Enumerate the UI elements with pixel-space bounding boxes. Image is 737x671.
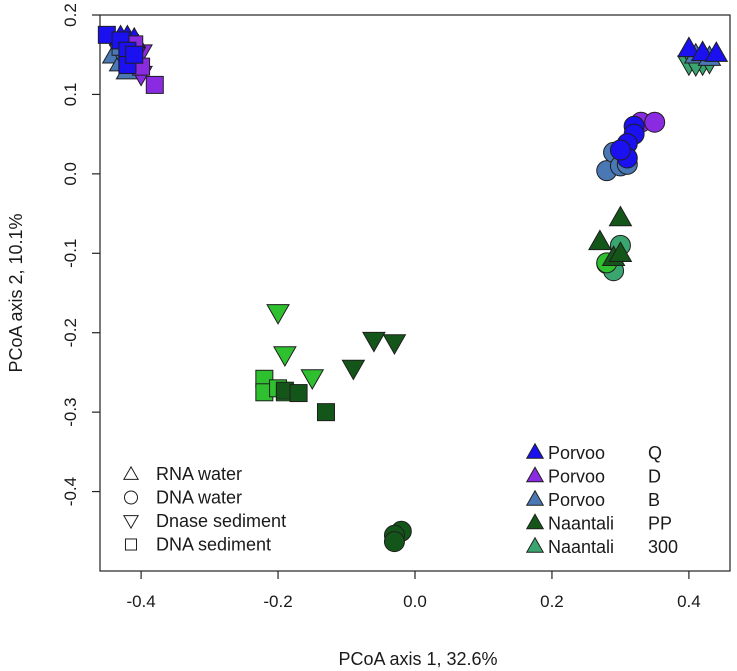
y-tick-label: -0.4 [61,477,80,506]
y-tick-label: -0.2 [61,318,80,347]
x-tick-label: -0.2 [263,592,292,611]
y-tick-label: -0.1 [61,239,80,268]
y-tick-label: 0.1 [61,83,80,107]
legend-color-swatch-icon [525,536,545,553]
y-tick-label: 0.0 [61,162,80,186]
data-point-square [125,45,144,64]
data-point-triangle [608,205,633,227]
legend-color-swatch-icon [525,442,545,459]
legend-circle-icon [124,490,138,505]
color-legend-code: 300 [648,537,678,557]
shape-legend-label: Dnase sediment [156,511,286,531]
color-legend-code: Q [648,443,662,463]
data-point-triangle [704,41,729,62]
legend-color-swatch-icon [525,513,545,530]
y-axis-ticks: -0.4 -0.3 -0.2 -0.1 0.0 0.1 0.2 [61,3,100,506]
color-legend-site: Porvoo [548,467,605,487]
data-point-triangle-down [300,369,325,390]
x-tick-label: 0.0 [403,592,427,611]
x-axis-label: PCoA axis 1, 32.6% [338,649,497,669]
data-point-circle [383,531,405,553]
shape-legend-label: DNA water [156,488,242,508]
data-point-triangle [608,241,633,263]
x-axis-ticks: -0.4 -0.2 0.0 0.2 0.4 [126,571,701,611]
y-tick-label: -0.3 [61,397,80,426]
data-point-square [289,384,308,403]
data-point-circle [609,139,631,161]
x-tick-label: 0.4 [677,592,701,611]
shape-legend-label: DNA sediment [156,535,271,555]
data-point-triangle-down [362,331,386,353]
data-point-circle [644,111,666,133]
legend-color-swatch-icon [525,466,545,483]
data-point-triangle [588,229,612,251]
legend-triangle-icon [122,465,140,480]
color-legend-site: Porvoo [548,443,605,463]
color-legend-code: PP [648,514,672,534]
y-tick-label: 0.2 [61,3,80,27]
color-legend-code: B [648,490,660,510]
data-point-triangle [677,36,701,58]
color-legend: Porvoo Q Porvoo D Porvoo B Naantali PP Naantali 3… [525,442,678,557]
data-point-square [316,403,335,422]
color-legend-site: Naantali [548,537,614,557]
legend-triangle-down-icon [122,515,140,530]
x-tick-label: -0.4 [126,592,155,611]
legend-color-swatch-icon [525,489,545,506]
data-points [97,24,729,553]
data-point-triangle-down [266,304,290,325]
color-legend-site: Porvoo [548,490,605,510]
y-axis-label: PCoA axis 2, 10.1% [6,213,26,372]
color-legend-site: Naantali [548,514,614,534]
data-point-triangle-down [273,346,297,367]
color-legend-code: D [648,467,661,487]
x-tick-label: 0.2 [540,592,564,611]
data-point-triangle-down [382,334,407,356]
shape-legend-label: RNA water [156,464,242,484]
data-point-square [145,75,164,94]
legend-square-icon [124,538,138,551]
data-point-triangle-down [341,359,366,381]
shape-legend: RNA water DNA water Dnase sediment DNA sedi… [122,464,286,555]
